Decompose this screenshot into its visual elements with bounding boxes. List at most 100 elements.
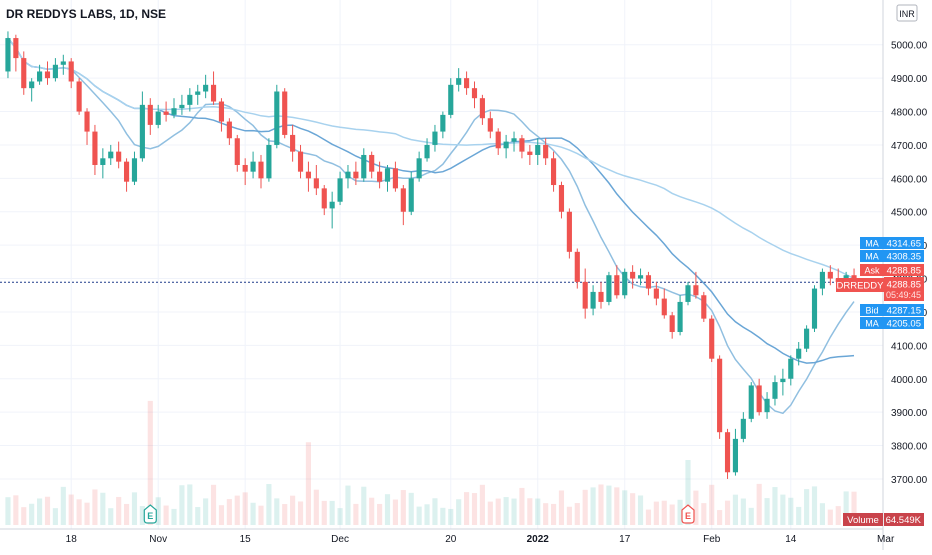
ask-label-tag [860, 264, 884, 276]
volume-bar [250, 502, 256, 525]
candle-body [76, 81, 82, 112]
volume-bar [313, 489, 319, 525]
volume-bar [701, 503, 707, 525]
candle-body [29, 81, 35, 89]
x-tick-label: Feb [703, 534, 721, 545]
candle-body [527, 151, 533, 155]
candle-body [52, 64, 58, 79]
candle-body [21, 58, 27, 89]
volume-bar [503, 497, 509, 525]
candle-body [566, 211, 572, 252]
last-symbol-box [836, 278, 884, 292]
candle-body [796, 348, 802, 359]
volume-bar [195, 507, 201, 525]
candle-body [218, 101, 225, 122]
candle-body [637, 275, 644, 279]
candle-body [535, 144, 541, 155]
x-tick-label: 17 [619, 534, 631, 545]
ma1-label: MA 4314.65 [860, 237, 924, 250]
candle-body [171, 108, 177, 115]
candle-body [377, 171, 383, 182]
candle-body [337, 178, 343, 202]
ma2-label-value: 4308.35 [887, 252, 921, 263]
volume-bar [574, 503, 580, 525]
time-axis-labels: 18Nov15Dec20202217Feb14Mar21Apr [66, 534, 895, 545]
candle-body [84, 111, 90, 132]
y-tick-label: 4000.00 [891, 375, 928, 386]
volume-bar [187, 484, 193, 525]
earnings-marker-label: E [147, 511, 153, 521]
volume-bar [622, 490, 628, 525]
candle-body [416, 158, 422, 179]
volume-bar [369, 497, 375, 525]
candle-body [519, 138, 525, 152]
volume-bar [669, 504, 675, 525]
volume-bar [377, 503, 383, 525]
volume-bar [811, 486, 818, 525]
volume-bar [653, 501, 659, 525]
candle-body [495, 131, 501, 149]
ask-label-value-box [884, 264, 924, 276]
volume-bar [661, 500, 667, 525]
ask-label-name: Ask [864, 266, 880, 276]
volume-bar [637, 495, 644, 525]
volume-bar [645, 509, 652, 525]
volume-bar [456, 499, 462, 525]
currency-button[interactable]: INR [896, 4, 918, 22]
volume-bar [511, 498, 517, 525]
volume-bar [424, 504, 430, 525]
candle-body [511, 138, 517, 142]
ma3-label-value-box [884, 317, 924, 329]
volume-bar [163, 505, 169, 525]
volume-bar [487, 501, 493, 525]
candle-body [693, 285, 699, 296]
candle-body [187, 94, 193, 105]
candle-body [614, 275, 620, 296]
candle-body [345, 171, 351, 179]
candle-body [550, 158, 557, 186]
volume-bar [606, 485, 612, 525]
ma1-label-name: MA [865, 239, 879, 249]
volume-bar [297, 501, 304, 525]
candle-body [123, 161, 130, 182]
volume-bar [139, 506, 145, 525]
candle-body [669, 315, 675, 332]
volume-bar [76, 499, 82, 525]
ma3-label: MA 4205.05 [860, 317, 924, 330]
volume-bar [748, 507, 754, 525]
volume-bar [305, 442, 312, 525]
volume-bar [361, 486, 367, 525]
ma2-label-value-box [884, 250, 924, 262]
candle-body [369, 154, 375, 172]
candle-body [108, 151, 114, 159]
volume-bar [68, 494, 74, 525]
volume-bar [21, 507, 27, 525]
candle-body [653, 288, 659, 299]
candle-body [487, 118, 493, 132]
last-value: 4288.85 [887, 280, 921, 291]
volume-bar [835, 506, 841, 525]
candle-body [424, 144, 430, 159]
volume-bar [60, 486, 66, 525]
candle-body [353, 171, 359, 179]
candle-body [329, 201, 335, 209]
y-tick-label: 4100.00 [891, 341, 928, 352]
y-tick-label: 4900.00 [891, 74, 928, 85]
candle-body [242, 164, 248, 172]
candle-body [677, 301, 683, 332]
candle-body [155, 111, 161, 125]
candle-body [68, 61, 74, 82]
volume-bar [709, 484, 715, 525]
volume-bar [242, 492, 248, 525]
volume-bar [345, 485, 351, 525]
volume-bars [5, 400, 857, 525]
bid-label-tag [860, 304, 884, 316]
currency-label: INR [899, 9, 915, 19]
volume-bar [147, 400, 153, 525]
candle-body [258, 161, 264, 179]
volume-bar [614, 487, 620, 525]
